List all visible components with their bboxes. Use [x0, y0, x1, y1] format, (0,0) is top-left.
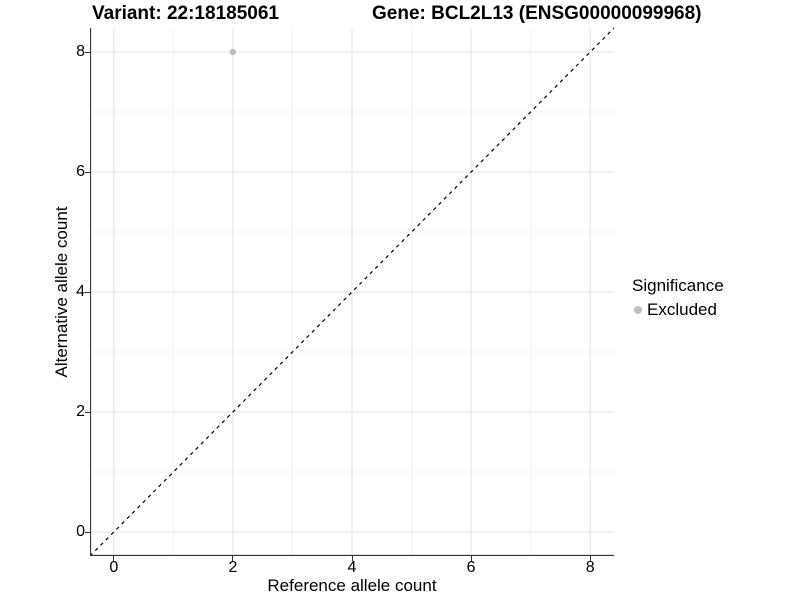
y-tick-label: 2: [76, 403, 85, 420]
y-tick-label: 6: [76, 163, 85, 180]
legend: Significance Excluded: [632, 276, 724, 320]
x-tick-mark: [113, 556, 115, 561]
y-axis-title: Alternative allele count: [52, 206, 71, 378]
y-tick-mark: [85, 171, 90, 173]
legend-entry-label: Excluded: [647, 300, 717, 319]
y-tick-label: 4: [76, 283, 85, 300]
plot-panel: [89, 27, 615, 557]
x-tick-mark: [232, 556, 234, 561]
x-tick-mark: [589, 556, 591, 561]
x-axis-title: Reference allele count: [267, 576, 437, 595]
x-tick-label: 2: [228, 559, 238, 576]
x-tick-label: 0: [109, 559, 119, 576]
y-tick-mark: [85, 531, 90, 533]
data-point: [229, 48, 237, 56]
x-tick-label: 8: [585, 559, 595, 576]
legend-point-icon: [634, 306, 642, 314]
x-tick-mark: [470, 556, 472, 561]
y-tick-label: 0: [76, 523, 85, 540]
y-tick-mark: [85, 51, 90, 53]
x-tick-label: 6: [466, 559, 476, 576]
x-tick-mark: [351, 556, 353, 561]
y-tick-mark: [85, 411, 90, 413]
x-tick-label: 4: [347, 559, 357, 576]
plot-title-gene: Gene: BCL2L13 (ENSG00000099968): [372, 3, 702, 24]
scatter-plot-canvas: [89, 27, 615, 557]
legend-entry-excluded: Excluded: [634, 300, 724, 320]
y-tick-mark: [85, 291, 90, 293]
plot-title-variant: Variant: 22:18185061: [92, 3, 279, 24]
y-tick-label: 8: [76, 43, 85, 60]
legend-title: Significance: [632, 276, 724, 295]
